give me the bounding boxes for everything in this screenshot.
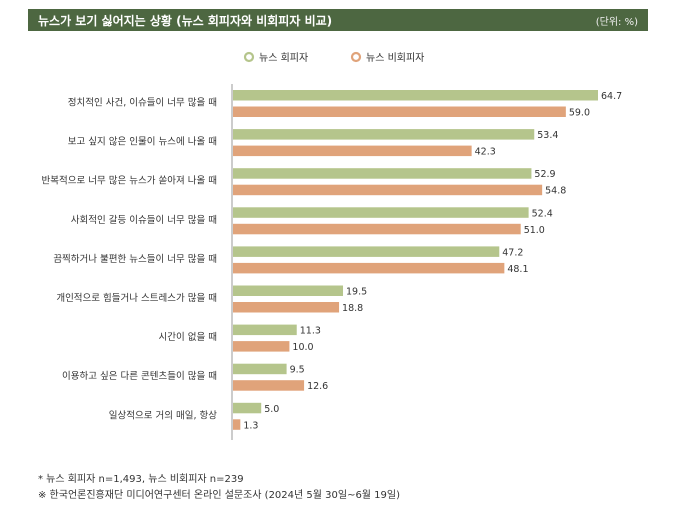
bar-0-3: [233, 207, 529, 218]
value-label-0-8: 5.0: [264, 404, 279, 415]
chart-title: 뉴스가 보기 싫어지는 상황 (뉴스 회피자와 비회피자 비교): [38, 14, 333, 28]
source-note: ※ 한국언론진흥재단 미디어연구센터 온라인 설문조사 (2024년 5월 30…: [38, 490, 401, 501]
bar-1-7: [233, 380, 305, 391]
category-label-4: 끔찍하거나 불편한 뉴스들이 너무 많을 때: [53, 253, 217, 265]
bar-1-8: [233, 419, 241, 430]
value-label-0-5: 19.5: [346, 287, 367, 298]
bar-0-4: [233, 246, 500, 257]
bar-0-0: [233, 90, 598, 101]
bar-0-1: [233, 129, 535, 140]
value-label-1-2: 54.8: [545, 186, 566, 197]
value-label-0-2: 52.9: [534, 169, 555, 180]
bar-1-0: [233, 106, 566, 117]
category-label-5: 개인적으로 힘들거나 스트레스가 많을 때: [56, 292, 217, 304]
category-label-1: 보고 싶지 않은 인물이 뉴스에 나올 때: [68, 137, 217, 148]
category-label-0: 정치적인 사건, 이슈들이 너무 많을 때: [68, 97, 217, 109]
legend-marker-1: [350, 51, 362, 63]
value-label-0-1: 53.4: [537, 130, 558, 141]
bar-1-1: [233, 145, 472, 157]
value-label-0-6: 11.3: [300, 326, 321, 337]
sample-note: * 뉴스 회피자 n=1,493, 뉴스 비회피자 n=239: [38, 474, 244, 485]
category-label-6: 시간이 없을 때: [159, 331, 217, 343]
value-label-1-8: 1.3: [243, 420, 258, 431]
category-label-8: 일상적으로 거의 매일, 항상: [109, 409, 217, 421]
bar-1-6: [233, 341, 290, 352]
value-label-0-7: 9.5: [290, 365, 305, 376]
bar-0-5: [233, 285, 344, 296]
value-label-1-0: 59.0: [569, 108, 590, 119]
bar-0-6: [233, 324, 297, 336]
value-label-1-5: 18.8: [342, 303, 363, 314]
legend-label-1: 뉴스 비회피자: [366, 52, 424, 64]
value-label-0-3: 52.4: [532, 208, 553, 219]
bar-1-5: [233, 302, 340, 313]
bar-0-2: [233, 168, 532, 179]
value-label-1-6: 10.0: [292, 342, 313, 353]
bar-1-4: [233, 262, 505, 274]
value-label-0-0: 64.7: [601, 91, 622, 102]
bar-1-2: [233, 184, 543, 196]
category-label-2: 반복적으로 너무 많은 뉴스가 쏟아져 나올 때: [42, 175, 217, 187]
bar-0-8: [233, 402, 262, 414]
bar-0-7: [233, 363, 287, 375]
category-label-3: 사회적인 갈등 이슈들이 너무 많을 때: [71, 214, 217, 226]
category-label-7: 이용하고 싶은 다른 콘텐츠들이 많을 때: [62, 370, 217, 382]
value-label-1-1: 42.3: [475, 147, 496, 158]
value-label-1-4: 48.1: [507, 264, 528, 275]
value-label-1-3: 51.0: [524, 225, 545, 236]
value-label-0-4: 47.2: [502, 247, 523, 258]
legend-label-0: 뉴스 회피자: [259, 52, 308, 64]
legend-marker-0: [243, 51, 255, 63]
bar-1-3: [233, 223, 521, 235]
value-label-1-7: 12.6: [307, 381, 328, 392]
unit-label: (단위: %): [595, 17, 638, 28]
chart-header: 뉴스가 보기 싫어지는 상황 (뉴스 회피자와 비회피자 비교) (단위: %): [28, 9, 648, 31]
